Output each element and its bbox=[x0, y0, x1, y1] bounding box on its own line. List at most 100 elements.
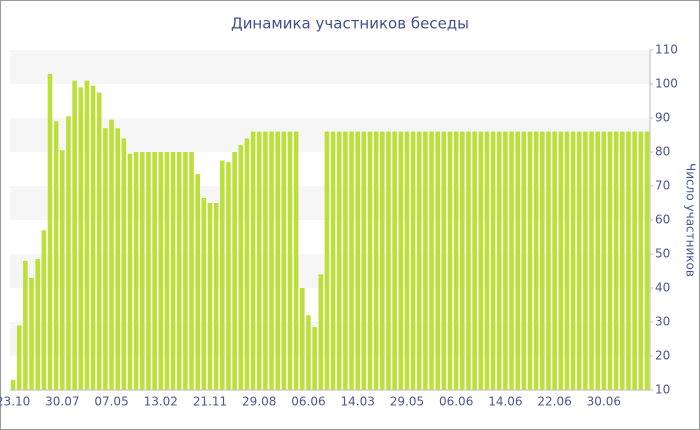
bar bbox=[349, 131, 354, 390]
bar bbox=[121, 138, 127, 390]
bar bbox=[509, 131, 514, 390]
bar bbox=[183, 152, 188, 390]
x-tick-label: 06.06 bbox=[439, 395, 473, 409]
y-tick-label: 20 bbox=[655, 349, 670, 363]
bar bbox=[527, 131, 533, 390]
bar bbox=[552, 131, 557, 390]
bar bbox=[275, 131, 280, 390]
bar bbox=[398, 131, 404, 390]
bar bbox=[60, 150, 65, 390]
bar bbox=[484, 131, 490, 390]
bar bbox=[201, 197, 207, 390]
bar bbox=[576, 131, 582, 390]
y-tick-label: 50 bbox=[655, 247, 670, 261]
x-tick-label: 14.06 bbox=[488, 395, 522, 409]
bar bbox=[72, 80, 77, 390]
bar bbox=[281, 131, 287, 390]
bar bbox=[35, 259, 40, 390]
bar bbox=[453, 131, 459, 390]
y-tick-label: 30 bbox=[655, 315, 670, 329]
bar bbox=[373, 131, 379, 390]
bar bbox=[115, 128, 120, 390]
bar bbox=[336, 131, 342, 390]
x-tick-label: 13.02 bbox=[144, 395, 178, 409]
bar bbox=[638, 131, 644, 390]
bar bbox=[503, 131, 508, 390]
y-tick-label: 40 bbox=[655, 281, 670, 295]
bar bbox=[127, 153, 133, 390]
bar bbox=[152, 152, 157, 390]
x-tick-label: 23.10 bbox=[0, 395, 30, 409]
bar bbox=[306, 315, 311, 390]
bar bbox=[269, 131, 274, 390]
bar bbox=[380, 131, 385, 390]
bar bbox=[416, 131, 422, 390]
bar bbox=[460, 131, 465, 390]
bar bbox=[355, 131, 360, 390]
y-tick-label: 80 bbox=[655, 145, 670, 159]
bar bbox=[90, 85, 96, 390]
bar bbox=[220, 160, 225, 390]
y-tick-label: 60 bbox=[655, 213, 670, 227]
bar bbox=[404, 131, 410, 390]
bar bbox=[84, 80, 90, 390]
bar bbox=[466, 131, 471, 390]
bar bbox=[324, 131, 330, 390]
bar bbox=[53, 121, 59, 391]
bar bbox=[564, 131, 570, 390]
bar bbox=[146, 152, 151, 390]
bar bbox=[29, 277, 34, 390]
bar bbox=[66, 116, 71, 391]
bar bbox=[263, 131, 268, 390]
bar bbox=[244, 138, 250, 390]
bar bbox=[256, 131, 262, 390]
y-tick-label: 110 bbox=[655, 43, 678, 57]
bar bbox=[250, 131, 256, 390]
bar bbox=[318, 274, 324, 390]
x-tick-label: 30.07 bbox=[45, 395, 79, 409]
bar bbox=[589, 131, 594, 390]
bar bbox=[41, 230, 47, 390]
x-tick-label: 07.05 bbox=[94, 395, 128, 409]
bar bbox=[435, 131, 440, 390]
bar bbox=[595, 131, 600, 390]
bar bbox=[23, 260, 28, 390]
bar bbox=[601, 131, 607, 390]
bar bbox=[158, 152, 164, 390]
bar bbox=[300, 288, 305, 390]
y-tick-label: 70 bbox=[655, 179, 670, 193]
x-tick-label: 06.06 bbox=[291, 395, 325, 409]
bar bbox=[207, 203, 213, 390]
bar bbox=[293, 131, 299, 390]
x-tick-label: 14.03 bbox=[341, 395, 375, 409]
bar bbox=[343, 131, 348, 390]
bar bbox=[164, 152, 170, 390]
bar bbox=[515, 131, 520, 390]
bar bbox=[189, 152, 194, 390]
y-tick-label: 90 bbox=[655, 111, 670, 125]
bar bbox=[447, 131, 453, 390]
y-axis-label: Число участников bbox=[684, 163, 698, 277]
bar bbox=[16, 325, 22, 390]
bar bbox=[423, 131, 428, 390]
bar bbox=[226, 162, 231, 390]
bar bbox=[232, 152, 237, 390]
bar bbox=[386, 131, 391, 390]
bar bbox=[47, 73, 53, 391]
bar bbox=[287, 131, 293, 390]
bar bbox=[570, 131, 576, 390]
bar bbox=[644, 131, 650, 390]
bar bbox=[583, 131, 588, 390]
bar bbox=[330, 131, 336, 390]
x-tick-label: 29.08 bbox=[242, 395, 276, 409]
bar bbox=[96, 92, 102, 390]
bar bbox=[496, 131, 502, 390]
x-tick-label: 21.11 bbox=[193, 395, 227, 409]
bar bbox=[78, 87, 84, 391]
bar bbox=[195, 174, 200, 390]
bar bbox=[176, 152, 182, 390]
bar bbox=[478, 131, 484, 390]
chart-title: Динамика участников беседы bbox=[231, 15, 469, 33]
bar bbox=[540, 131, 545, 390]
